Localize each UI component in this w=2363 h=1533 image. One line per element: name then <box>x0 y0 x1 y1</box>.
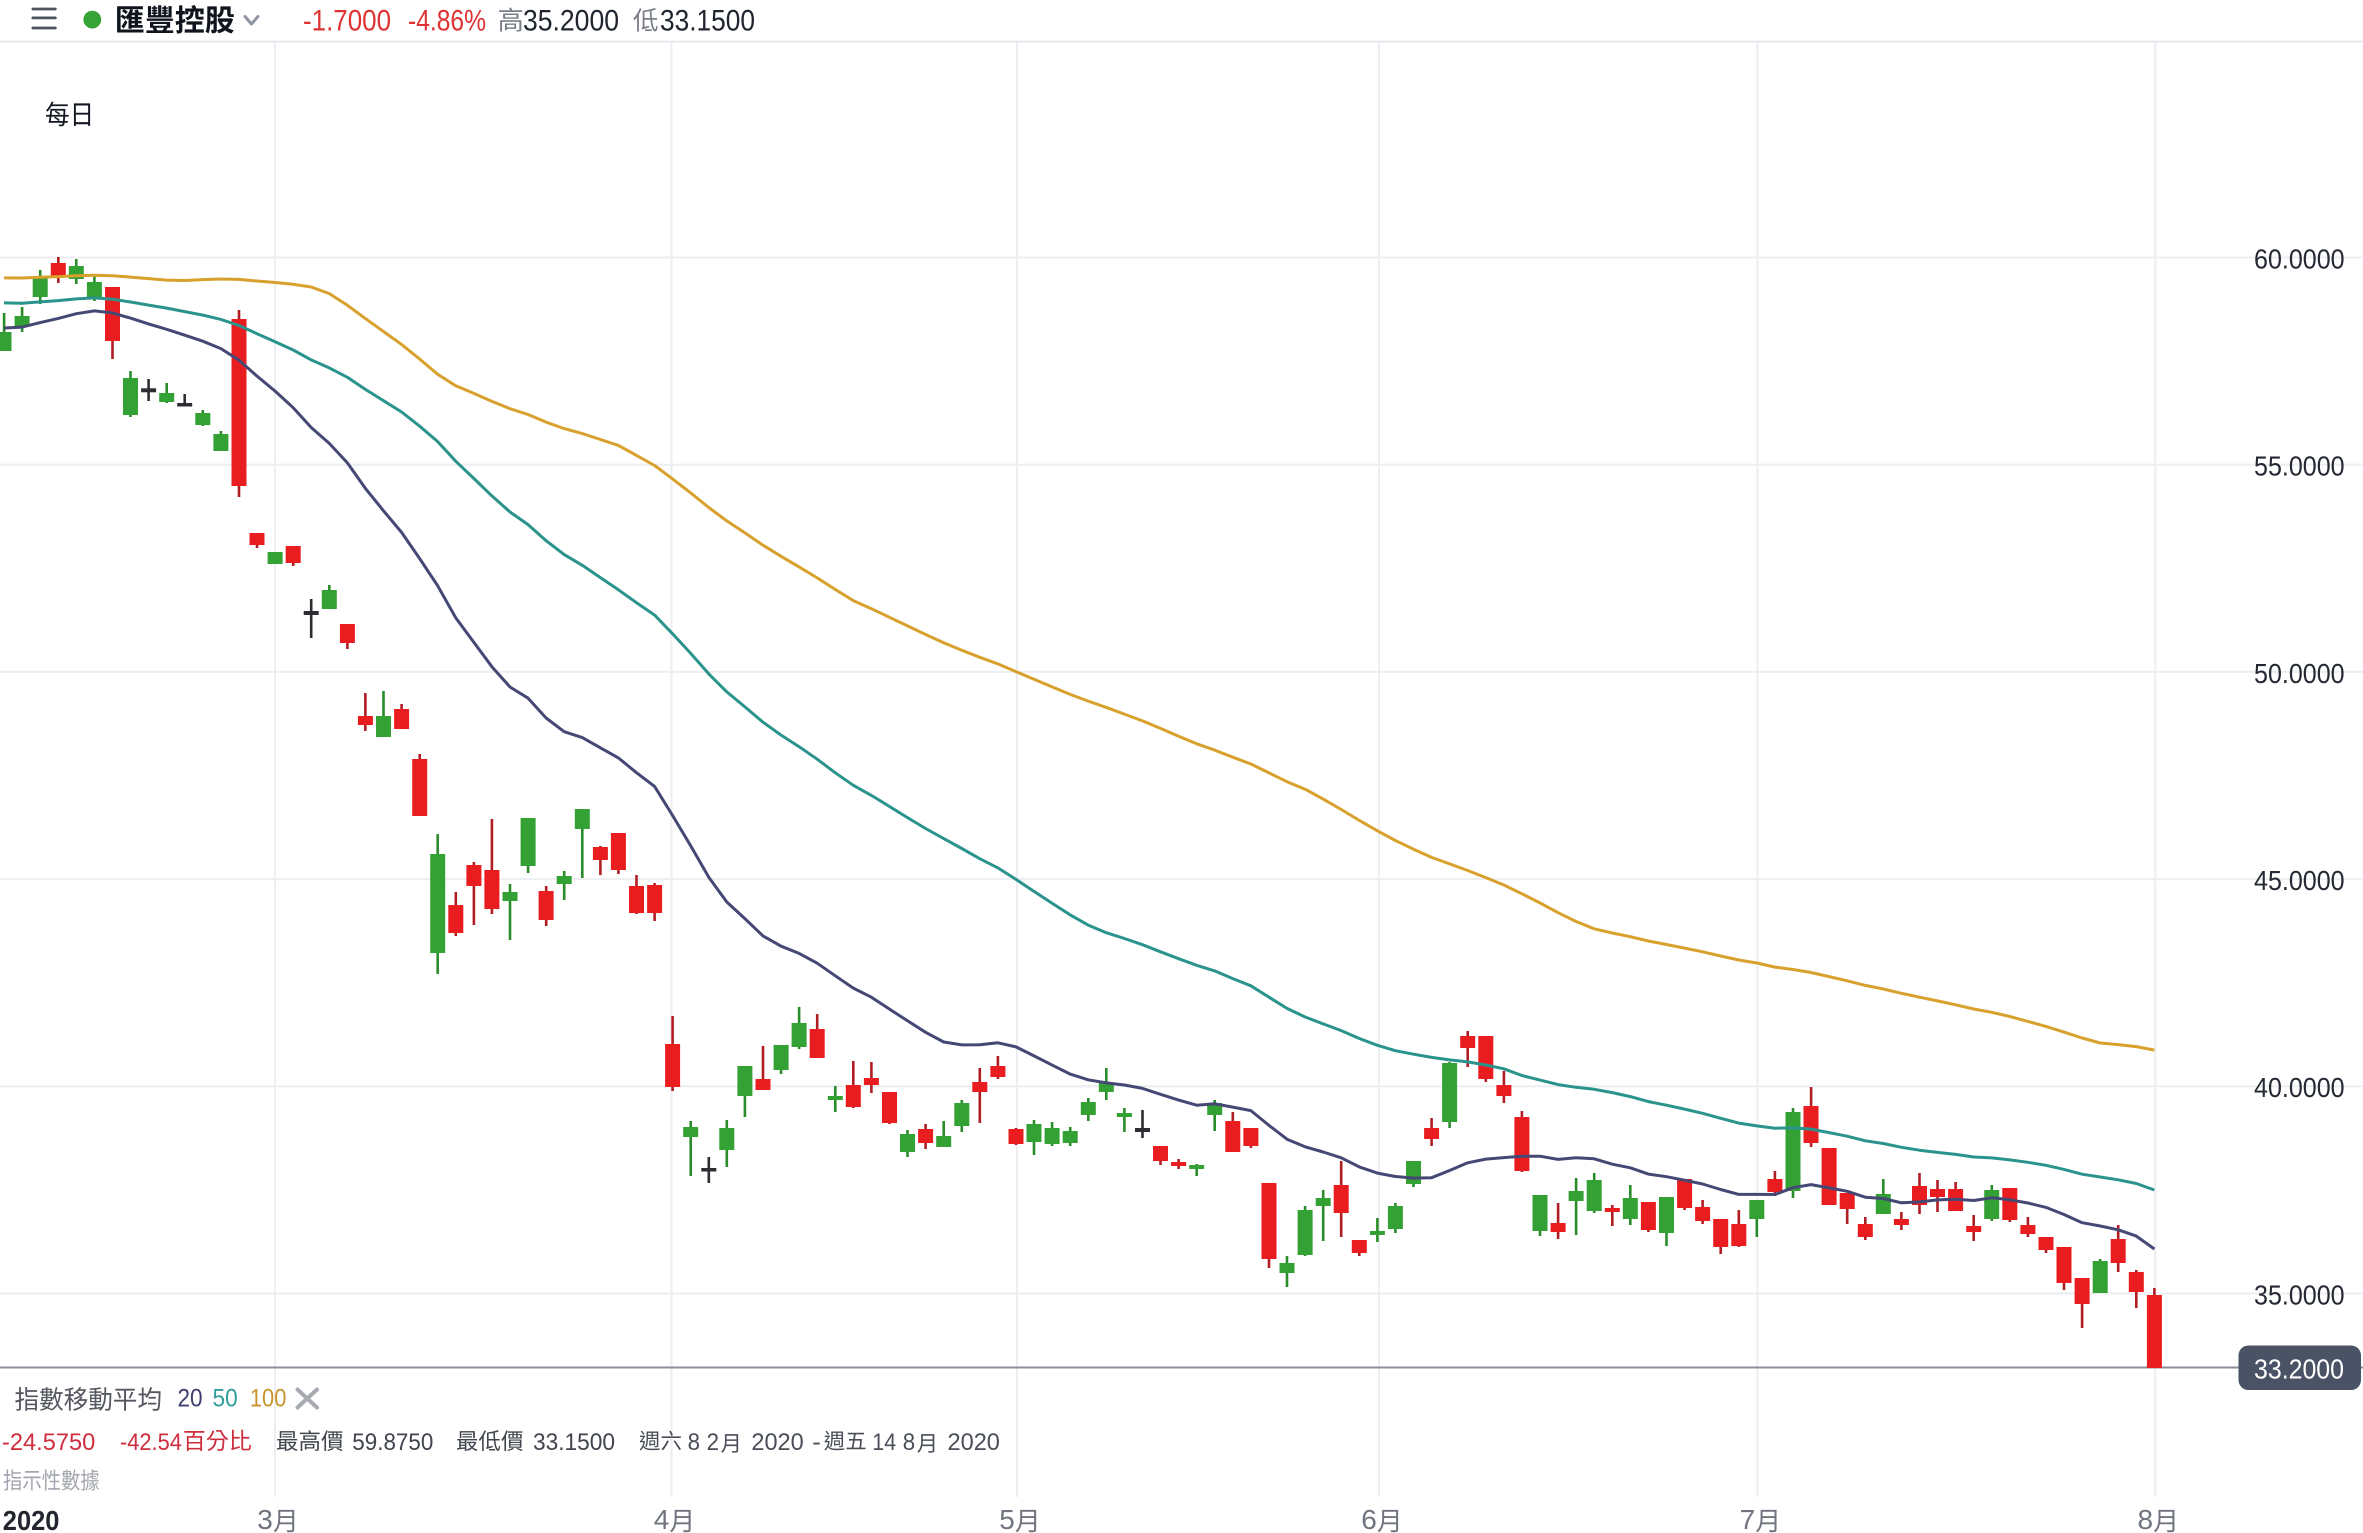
svg-text:6: 6 <box>1361 1504 1377 1533</box>
svg-text:2: 2 <box>707 1429 719 1456</box>
svg-text:-1.7000: -1.7000 <box>303 5 391 38</box>
svg-text:20: 20 <box>178 1385 203 1413</box>
svg-text:55.0000: 55.0000 <box>2254 451 2345 482</box>
svg-text:2020: 2020 <box>751 1429 803 1456</box>
svg-text:7: 7 <box>1740 1504 1756 1533</box>
svg-text:4: 4 <box>654 1504 670 1533</box>
svg-text:-: - <box>812 1429 821 1456</box>
svg-text:14: 14 <box>872 1429 896 1456</box>
svg-text:2020: 2020 <box>3 1505 60 1533</box>
svg-text:-4.86%: -4.86% <box>408 5 486 38</box>
svg-text:8: 8 <box>903 1429 915 1456</box>
svg-text:3: 3 <box>257 1504 273 1533</box>
svg-text:33.2000: 33.2000 <box>2254 1354 2344 1385</box>
svg-text:40.0000: 40.0000 <box>2254 1072 2345 1103</box>
svg-text:5: 5 <box>999 1504 1015 1533</box>
svg-text:2020: 2020 <box>948 1429 1000 1456</box>
svg-text:-42.54: -42.54 <box>120 1429 182 1456</box>
svg-text:45.0000: 45.0000 <box>2254 865 2345 896</box>
svg-text:50: 50 <box>213 1385 238 1413</box>
svg-text:60.0000: 60.0000 <box>2254 243 2345 274</box>
svg-text:35.2000: 35.2000 <box>523 5 619 38</box>
svg-text:59.8750: 59.8750 <box>352 1429 433 1456</box>
svg-text:35.0000: 35.0000 <box>2254 1279 2345 1310</box>
svg-text:50.0000: 50.0000 <box>2254 658 2345 689</box>
svg-text:-24.5750: -24.5750 <box>2 1429 95 1456</box>
svg-text:33.1500: 33.1500 <box>660 5 755 38</box>
svg-text:100: 100 <box>250 1385 287 1413</box>
svg-text:33.1500: 33.1500 <box>533 1429 615 1456</box>
svg-text:8: 8 <box>2138 1504 2154 1533</box>
svg-text:8: 8 <box>688 1429 700 1456</box>
